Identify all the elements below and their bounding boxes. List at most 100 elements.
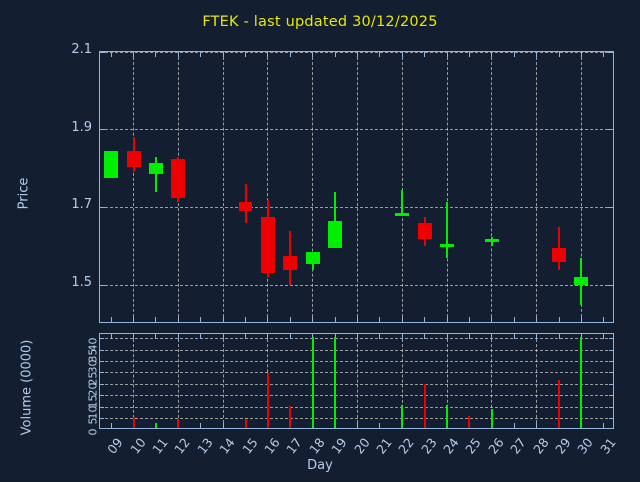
candle-body — [440, 244, 454, 248]
price-gridline-v — [267, 52, 269, 322]
volume-xtick — [603, 423, 605, 428]
price-xtick — [536, 52, 538, 57]
price-gridline-v — [580, 52, 582, 322]
price-xtick — [401, 317, 403, 322]
price-xtick — [558, 317, 560, 322]
candle-body — [126, 151, 141, 167]
volume-ytick — [609, 349, 613, 351]
volume-bar — [334, 337, 337, 428]
price-gridline-v — [312, 52, 314, 322]
candle-body — [260, 217, 275, 274]
volume-xtick — [558, 334, 560, 339]
volume-xtick — [289, 334, 291, 339]
volume-xtick — [468, 423, 470, 428]
volume-gridline-v — [312, 334, 314, 428]
candle-wick — [266, 199, 269, 278]
price-xtick — [491, 317, 493, 322]
volume-xtick — [401, 334, 403, 339]
volume-ytick — [609, 406, 613, 408]
candle-wick — [558, 226, 561, 270]
volume-xtick — [446, 423, 448, 428]
volume-xtick — [513, 423, 515, 428]
price-xtick — [603, 317, 605, 322]
volume-gridline-v — [446, 334, 448, 428]
volume-ytick — [609, 383, 613, 385]
price-ytick — [100, 284, 105, 286]
price-xtick — [379, 317, 381, 322]
volume-ytick — [100, 383, 104, 385]
volume-xtick — [558, 423, 560, 428]
volume-xtick — [289, 423, 291, 428]
price-gridline-v — [491, 52, 493, 322]
volume-xtick — [424, 423, 426, 428]
price-gridline-v — [401, 52, 403, 322]
price-gridline-v — [536, 52, 538, 322]
price-xtick — [200, 317, 202, 322]
price-xtick — [357, 317, 358, 322]
candle-wick — [177, 156, 180, 202]
volume-xtick — [155, 423, 157, 428]
volume-bar — [446, 404, 449, 428]
volume-bar — [177, 418, 180, 428]
volume-bar — [244, 418, 247, 428]
price-xtick — [245, 52, 247, 57]
volume-xtick — [334, 334, 336, 339]
price-xtick — [177, 317, 179, 322]
volume-gridline-v — [580, 334, 582, 428]
volume-ytick — [100, 418, 104, 420]
volume-bar — [401, 404, 404, 428]
candle-wick — [154, 156, 157, 192]
candle-wick — [423, 217, 426, 247]
price-ytick — [100, 129, 105, 131]
candle-body — [552, 248, 566, 262]
volume-ytick — [609, 360, 613, 362]
volume-xtick — [536, 334, 538, 339]
price-xtick — [267, 317, 269, 322]
candle-wick — [289, 230, 292, 286]
volume-ytick — [100, 406, 104, 408]
volume-xtick — [334, 423, 336, 428]
volume-gridline-h — [100, 395, 613, 397]
volume-xtick — [357, 334, 358, 339]
volume-xtick — [580, 334, 582, 339]
candle-wick — [580, 257, 583, 305]
volume-ytick — [100, 360, 104, 362]
price-xtick — [155, 317, 157, 322]
volume-xtick — [222, 334, 224, 339]
volume-gridline-v — [357, 334, 358, 428]
volume-bar — [580, 337, 583, 428]
candle-wick — [401, 189, 404, 216]
volume-gridline-h — [100, 338, 613, 340]
volume-xtick — [312, 334, 314, 339]
price-xtick — [558, 52, 560, 57]
volume-bar — [266, 372, 269, 428]
volume-xtick — [357, 423, 358, 428]
candle-body — [305, 252, 320, 264]
price-gridline-v — [446, 52, 448, 322]
price-xtick — [133, 317, 135, 322]
price-xtick — [289, 317, 291, 322]
price-xtick — [603, 52, 605, 57]
volume-gridline-h — [100, 418, 613, 420]
volume-ytick — [100, 372, 104, 374]
price-xtick — [312, 52, 314, 57]
volume-bar — [468, 416, 471, 428]
price-ytick — [608, 206, 613, 208]
volume-bar — [132, 417, 135, 428]
candle-wick — [110, 151, 113, 179]
volume-xtick — [177, 334, 179, 339]
price-tick-marks — [100, 52, 613, 322]
volume-xtick — [133, 423, 135, 428]
volume-gridline-h — [100, 372, 613, 374]
day-axis-title: Day — [307, 458, 333, 473]
price-gridline-v — [222, 52, 224, 322]
volume-xtick — [603, 334, 605, 339]
price-gridline-v — [133, 52, 135, 322]
candle-wick — [490, 236, 493, 247]
price-ytick — [100, 206, 105, 208]
price-ytick — [608, 284, 613, 286]
price-ytick — [100, 52, 105, 53]
price-xtick — [513, 317, 515, 322]
price-xtick — [133, 52, 135, 57]
